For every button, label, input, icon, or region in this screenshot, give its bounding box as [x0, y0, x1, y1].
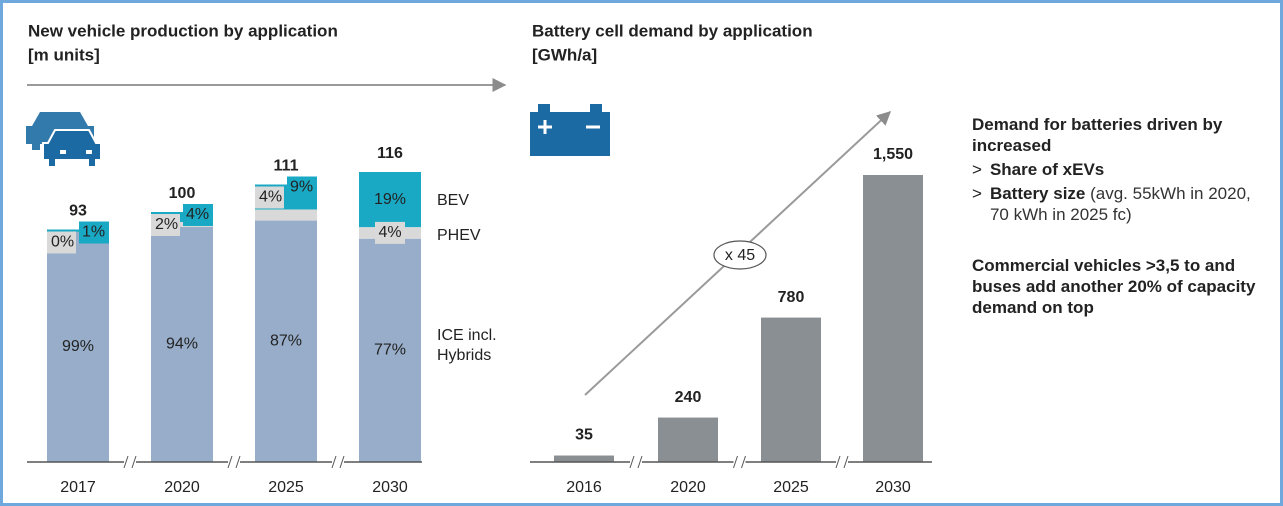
axis-break [235, 455, 241, 469]
bar-total-label: 116 [377, 145, 403, 162]
bar-segment [359, 238, 421, 462]
segment-label: 0% [51, 234, 74, 251]
x-tick-label: 2020 [670, 479, 706, 496]
label-box [151, 214, 180, 236]
axis-break-gap [630, 459, 642, 465]
bar-total-label: 111 [274, 158, 299, 175]
axis-break [227, 455, 233, 469]
axis-break [629, 455, 635, 469]
bar [761, 317, 821, 462]
axis-break-gap [836, 459, 848, 465]
axis-break [131, 455, 137, 469]
bar-segment [151, 212, 213, 222]
segment-label: 87% [270, 333, 302, 350]
x-tick-label: 2025 [268, 479, 304, 496]
value-label: 1,550 [873, 146, 913, 163]
bar [554, 455, 614, 462]
axis-break [123, 455, 129, 469]
segment-label: 4% [259, 189, 282, 206]
label-box [375, 221, 405, 244]
left-title: New vehicle production by application [28, 21, 338, 40]
bullet-marker: > [972, 184, 982, 203]
notes-paragraph: Commercial vehicles >3,5 to and buses ad… [972, 256, 1256, 317]
battery-icon [530, 104, 610, 156]
bar-segment [359, 172, 421, 228]
segment-label: 4% [378, 224, 401, 241]
label-box [287, 176, 317, 199]
bullet: > Battery size (avg. 55kWh in 2020, 70 kW… [972, 183, 1272, 225]
x-tick-label: 2030 [372, 479, 408, 496]
axis-break [835, 455, 841, 469]
bar [863, 175, 923, 462]
segment-label: 77% [374, 342, 406, 359]
bar-segment [151, 222, 213, 227]
axis-break-gap [124, 459, 136, 465]
x-tick-label: 2016 [566, 479, 602, 496]
axis-break [339, 455, 345, 469]
bar-total-label: 93 [69, 203, 87, 220]
bar-total-label: 100 [169, 185, 196, 202]
label-box [79, 221, 109, 244]
axis-break-gap [733, 459, 746, 465]
bar-segment [255, 220, 317, 462]
value-label: 780 [778, 289, 805, 306]
x-tick-label: 2017 [60, 479, 96, 496]
axis-break [331, 455, 337, 469]
axis-break [741, 455, 746, 469]
segment-label: 9% [290, 179, 313, 196]
bullet-marker: > [972, 160, 982, 179]
segment-label: 19% [374, 191, 406, 208]
bar-segment [151, 227, 213, 462]
value-label: 35 [575, 427, 593, 444]
axis-break-gap [332, 459, 344, 465]
x-tick-label: 2030 [875, 479, 911, 496]
right-subtitle: [GWh/a] [532, 45, 597, 64]
legend-ice: ICE incl. Hybrids [437, 327, 497, 364]
label-box [183, 204, 213, 226]
x-tick-label: 2020 [164, 479, 200, 496]
segment-label: 2% [155, 216, 178, 233]
x-tick-label: 2025 [773, 479, 809, 496]
bullet: > Share of xEVs [972, 159, 1272, 180]
segment-label: 1% [82, 224, 105, 241]
bullet-bold: Share of xEVs [989, 160, 1105, 179]
axis-break [843, 455, 849, 469]
annotation: x 45 [725, 247, 755, 264]
bar-segment [47, 229, 109, 232]
bullet-text: (avg. 55kWh in 2020, 70 kWh in 2025 fc) [989, 184, 1251, 224]
bullet-bold: Battery size [989, 184, 1086, 203]
bar [658, 417, 718, 462]
legend-bev: BEV [437, 192, 469, 209]
annotation-bubble [713, 240, 767, 270]
legend-phev: PHEV [437, 227, 481, 244]
bar-segment [255, 209, 317, 221]
notes-heading: Demand for batteries driven by increased [972, 115, 1223, 155]
segment-label: 99% [62, 338, 94, 355]
car-icon [26, 112, 102, 168]
value-label: 240 [675, 389, 702, 406]
label-box [47, 231, 76, 254]
axis-break [637, 455, 643, 469]
axis-break-gap [228, 459, 240, 465]
axis-break [733, 455, 738, 469]
label-box [255, 186, 284, 209]
bar-segment [47, 231, 109, 462]
left-subtitle: [m units] [28, 45, 100, 64]
right-title: Battery cell demand by application [532, 21, 813, 40]
segment-label: 4% [186, 206, 209, 223]
notes: Demand for batteries driven by increased… [972, 114, 1272, 318]
segment-label: 94% [166, 336, 198, 353]
